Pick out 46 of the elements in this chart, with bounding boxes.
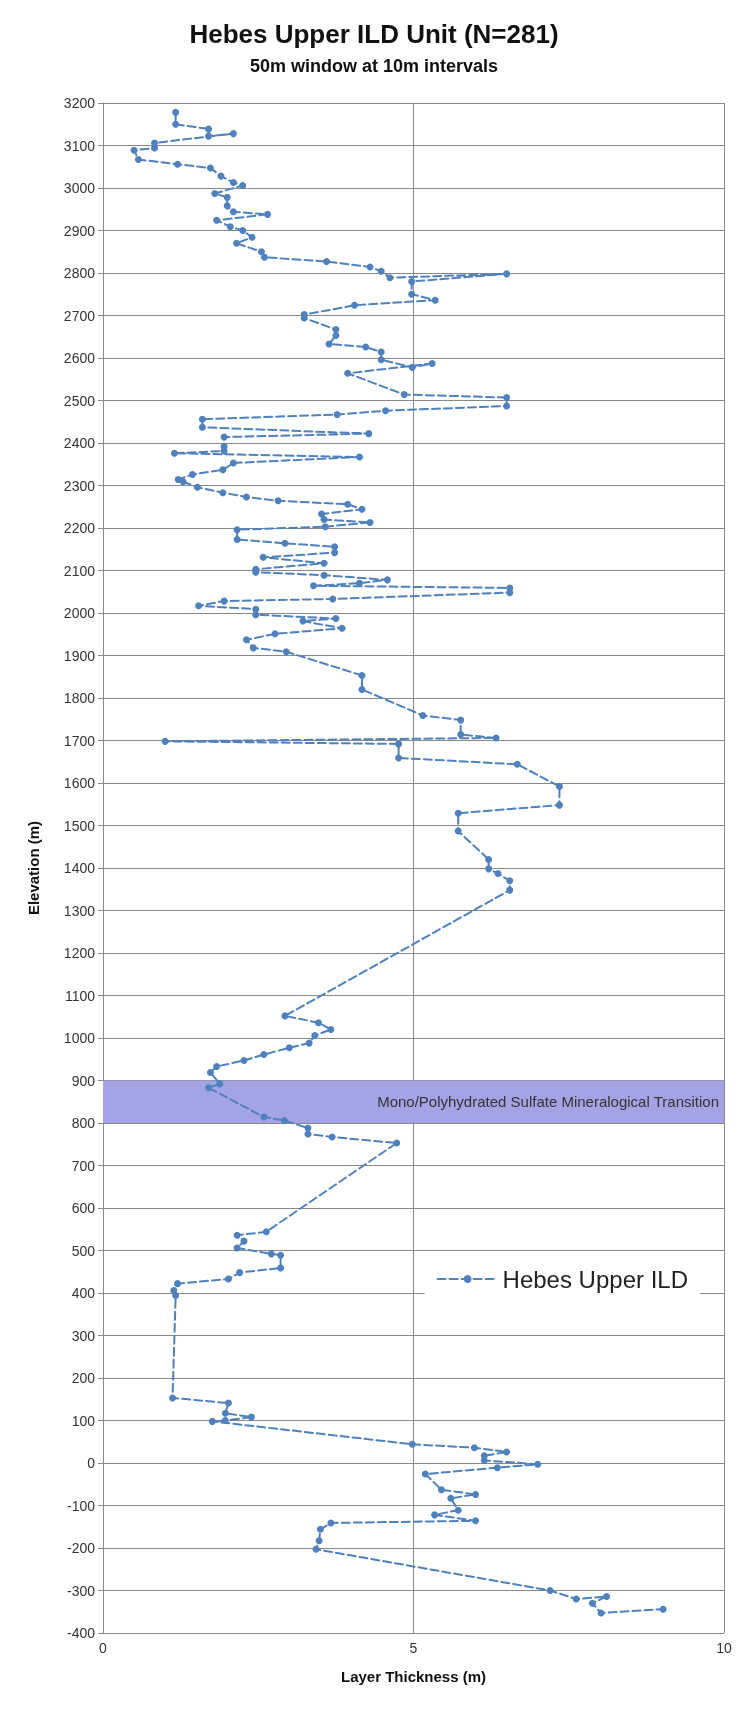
y-tick-label: 1400 [63, 860, 96, 876]
y-tick-label: 2500 [63, 392, 96, 409]
y-tick-label: 400 [71, 1285, 96, 1301]
y-tick-label: -200 [66, 1540, 96, 1556]
y-tick-label: 1800 [63, 690, 96, 706]
y-tick-label: 1700 [63, 732, 96, 749]
y-tick-label: 1000 [63, 1030, 96, 1046]
y-tick-label: 1100 [64, 987, 96, 1004]
x-axis-title: Layer Thickness (m) [340, 1668, 487, 1685]
y-tick-label: 1300 [63, 902, 96, 919]
y-tick-label: 300 [71, 1327, 96, 1344]
y-tick-label: 3200 [63, 95, 96, 111]
y-tick-label: 3100 [63, 137, 96, 154]
y-tick-label: -100 [66, 1497, 96, 1514]
y-tick-label: 2700 [63, 307, 96, 324]
y-tick-label: 800 [71, 1115, 96, 1131]
y-tick-label: 0 [87, 1455, 96, 1471]
y-tick-label: 2000 [63, 605, 96, 621]
y-tick-label: 900 [71, 1072, 96, 1089]
y-tick-label: 200 [71, 1370, 96, 1386]
y-tick-label: 1200 [63, 945, 96, 961]
y-tick-label: -300 [66, 1582, 96, 1599]
y-tick-label: 3000 [63, 180, 96, 196]
x-tick-label: 10 [716, 1640, 732, 1656]
y-tick-label: 1600 [63, 775, 96, 791]
y-tick-label: 1900 [63, 647, 96, 664]
y-tick-label: 2400 [63, 435, 96, 451]
y-tick-label: 2800 [63, 265, 96, 281]
chart-subtitle: 50m window at 10m intervals [249, 56, 499, 76]
y-tick-label: 2200 [63, 520, 96, 536]
legend-label: Hebes Upper ILD [502, 1265, 689, 1293]
band-label: Mono/Polyhydrated Sulfate Mineralogical Transition [377, 1093, 719, 1111]
y-tick-label: 2100 [63, 562, 96, 579]
y-tick-label: 1500 [63, 817, 96, 834]
y-tick-label: 2900 [63, 222, 96, 239]
chart-title: Hebes Upper ILD Unit (N=281) [189, 19, 559, 49]
x-tick-label: 5 [409, 1640, 418, 1656]
y-tick-label: 600 [71, 1200, 96, 1216]
y-tick-label: 500 [71, 1242, 96, 1259]
y-tick-label: -400 [66, 1625, 96, 1641]
x-tick-label: 0 [99, 1640, 108, 1656]
y-tick-label: 2600 [63, 350, 96, 366]
y-tick-label: 2300 [63, 477, 96, 494]
y-axis-title: Elevation (m) [25, 820, 42, 916]
y-tick-label: 700 [71, 1157, 96, 1174]
y-tick-label: 100 [71, 1412, 96, 1429]
